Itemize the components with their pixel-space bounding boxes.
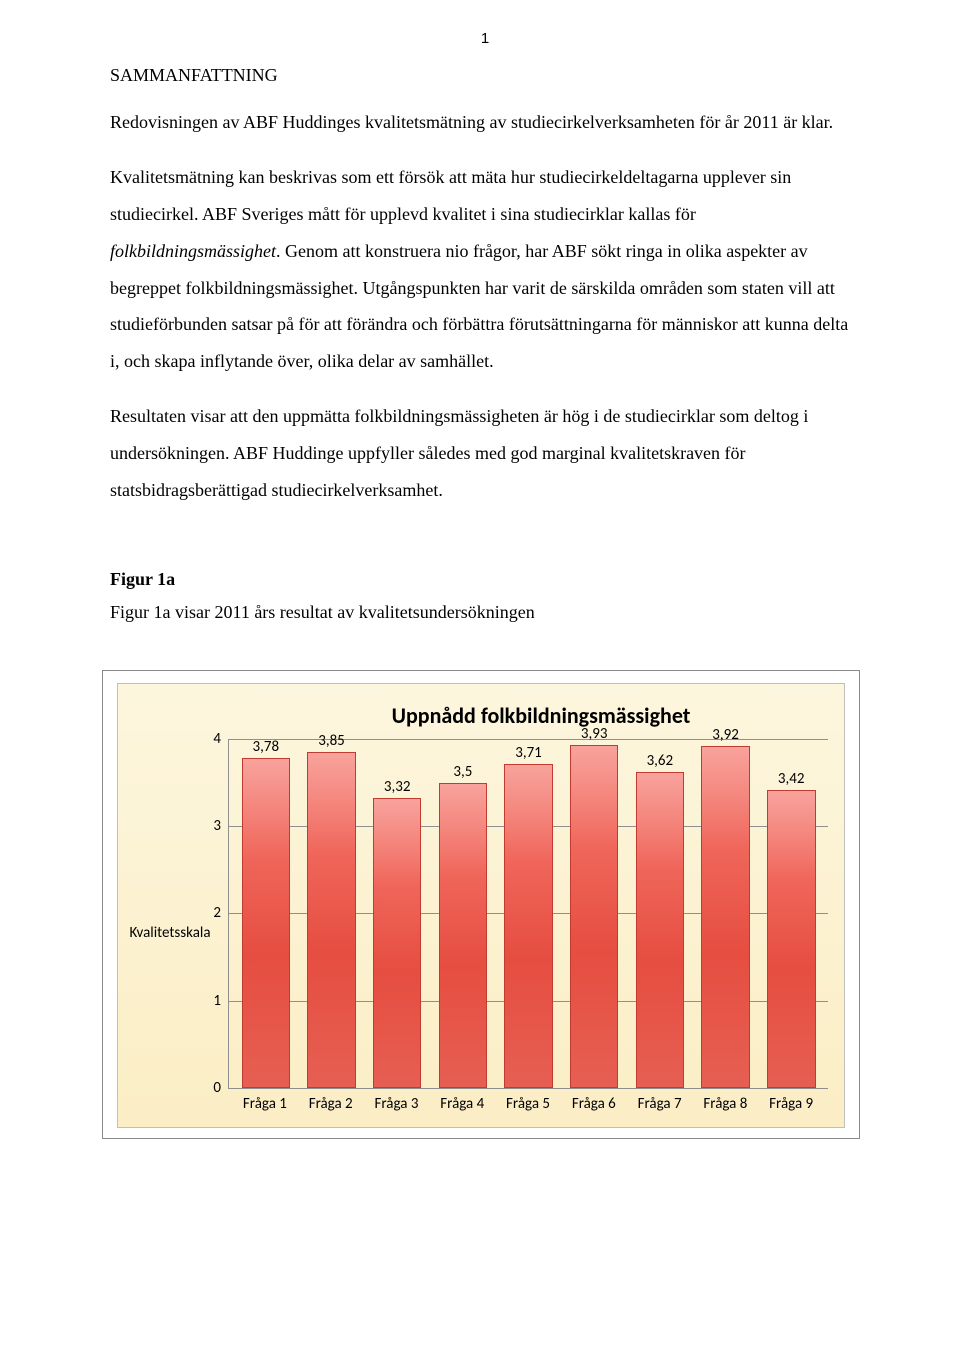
bar-value-label: 3,42 (778, 770, 805, 788)
chart-container: Uppnådd folkbildningsmässighet Kvalitets… (102, 670, 860, 1139)
bar: 3,32 (373, 798, 422, 1088)
bar-value-label: 3,93 (581, 725, 608, 743)
bar-value-label: 3,62 (647, 752, 674, 770)
figure-caption: Figur 1a visar 2011 års resultat av kval… (110, 594, 860, 630)
chart-body: Kvalitetsskala 012343,783,853,323,53,713… (118, 739, 844, 1127)
plot-area: 012343,783,853,323,53,713,933,623,923,42 (228, 739, 828, 1089)
chart-title: Uppnådd folkbildningsmässighet (118, 702, 844, 729)
bar-slot: 3,62 (627, 739, 693, 1088)
x-tick-label: Fråga 1 (232, 1095, 298, 1113)
bar: 3,93 (570, 745, 619, 1088)
paragraph-2-italic: folkbildningsmässighet (110, 241, 276, 261)
bars-group: 3,78 3,85 3,32 3,5 3,71 3,93 3,62 3,92 3,42 (229, 739, 828, 1088)
bar: 3,5 (439, 783, 488, 1088)
bar: 3,62 (636, 772, 685, 1088)
bar-slot: 3,78 (233, 739, 299, 1088)
y-tick-label: 0 (213, 1079, 229, 1097)
page-number: 1 (110, 30, 860, 47)
bar-slot: 3,85 (299, 739, 365, 1088)
paragraph-1: Redovisningen av ABF Huddinges kvalitets… (110, 104, 860, 141)
paragraph-2-part-a: Kvalitetsmätning kan beskrivas som ett f… (110, 167, 791, 224)
bar-value-label: 3,92 (712, 726, 739, 744)
bar-slot: 3,92 (693, 739, 759, 1088)
chart-plot-background: Uppnådd folkbildningsmässighet Kvalitets… (117, 683, 845, 1128)
y-axis-title: Kvalitetsskala (118, 924, 228, 942)
x-tick-label: Fråga 8 (692, 1095, 758, 1113)
bar: 3,78 (242, 758, 291, 1088)
section-heading: SAMMANFATTNING (110, 65, 860, 86)
bar-slot: 3,71 (496, 739, 562, 1088)
bar-value-label: 3,71 (515, 744, 542, 762)
x-tick-label: Fråga 3 (364, 1095, 430, 1113)
y-tick-label: 2 (213, 904, 229, 922)
bar-slot: 3,93 (561, 739, 627, 1088)
x-tick-label: Fråga 6 (561, 1095, 627, 1113)
y-tick-label: 1 (213, 992, 229, 1010)
bar: 3,71 (504, 764, 553, 1088)
bar-value-label: 3,32 (384, 778, 411, 796)
bar-value-label: 3,5 (453, 763, 472, 781)
x-tick-label: Fråga 9 (758, 1095, 824, 1113)
bar-slot: 3,32 (364, 739, 430, 1088)
paragraph-2: Kvalitetsmätning kan beskrivas som ett f… (110, 159, 860, 380)
y-tick-label: 4 (213, 730, 229, 748)
figure-heading: Figur 1a (110, 569, 860, 590)
x-tick-label: Fråga 4 (429, 1095, 495, 1113)
x-tick-label: Fråga 2 (298, 1095, 364, 1113)
x-axis-labels: Fråga 1Fråga 2Fråga 3Fråga 4Fråga 5Fråga… (228, 1089, 828, 1127)
bar-value-label: 3,85 (318, 732, 345, 750)
x-tick-label: Fråga 5 (495, 1095, 561, 1113)
plot-wrap: 012343,783,853,323,53,713,933,623,923,42… (228, 739, 844, 1127)
bar: 3,92 (701, 746, 750, 1088)
bar-slot: 3,42 (758, 739, 824, 1088)
bar: 3,42 (767, 790, 816, 1088)
bar: 3,85 (307, 752, 356, 1088)
x-tick-label: Fråga 7 (627, 1095, 693, 1113)
paragraph-3: Resultaten visar att den uppmätta folkbi… (110, 398, 860, 509)
y-tick-label: 3 (213, 817, 229, 835)
bar-value-label: 3,78 (253, 738, 280, 756)
page: 1 SAMMANFATTNING Redovisningen av ABF Hu… (0, 0, 960, 1139)
bar-slot: 3,5 (430, 739, 496, 1088)
